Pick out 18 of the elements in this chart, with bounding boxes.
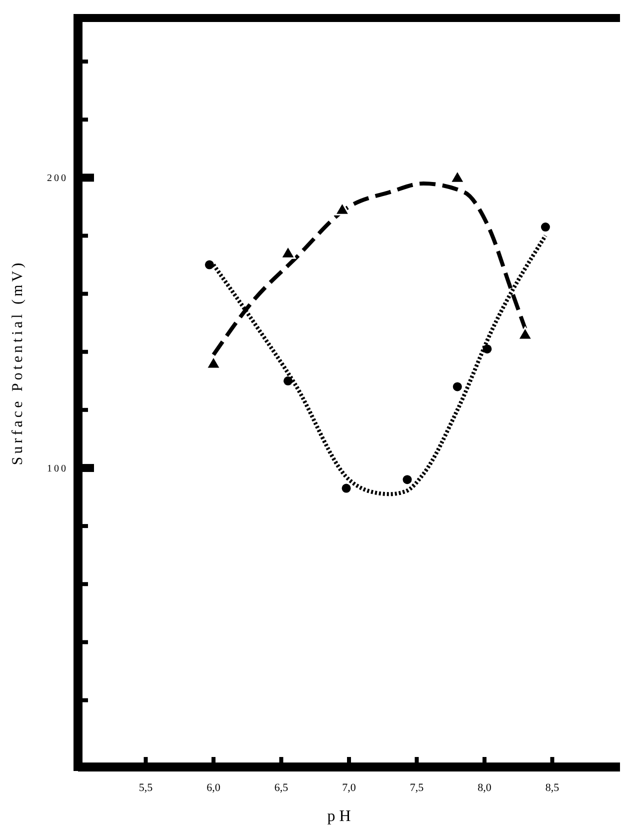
x-tick-label: 7,0 (342, 782, 356, 794)
x-tick-label: 6,5 (274, 782, 289, 794)
point (204, 260, 214, 270)
x-axis-title: p H (327, 808, 352, 825)
x-tick-label: 8,5 (545, 782, 560, 794)
point (402, 475, 412, 484)
point (342, 484, 351, 493)
x-tick-label: 5,5 (138, 782, 154, 794)
point (452, 382, 462, 392)
y-tick-label: 100 (47, 463, 68, 474)
y-tick-label: 200 (47, 173, 68, 184)
x-tick-label: 7,5 (410, 782, 424, 794)
y-axis-title: Surface Potential (mV) (10, 260, 26, 466)
point (540, 222, 550, 232)
x-tick-label: 8,0 (478, 782, 492, 794)
point (284, 376, 293, 386)
x-tick-label: 6,0 (206, 782, 221, 794)
point (482, 344, 492, 354)
